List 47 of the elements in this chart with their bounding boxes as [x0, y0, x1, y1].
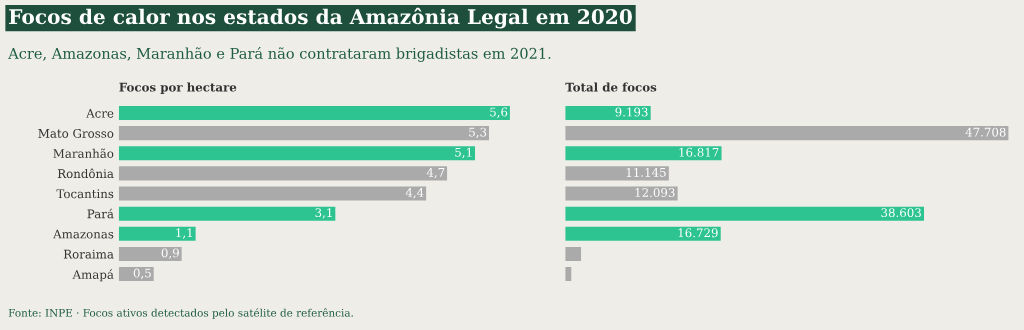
data-label: 16.729 — [678, 228, 718, 238]
bar — [118, 186, 427, 201]
data-label: 5,1 — [455, 147, 472, 159]
source-note: Fonte: INPE · Focos ativos detectados pelo satélite de referência. — [8, 308, 353, 319]
data-label: 1,1 — [176, 228, 192, 239]
data-label: 0,5 — [133, 268, 151, 279]
x-axis-title: Total de focos — [565, 82, 657, 92]
y-tick-label: Tocantins — [56, 189, 114, 199]
y-tick-label: Pará — [87, 208, 114, 219]
bar — [118, 267, 154, 282]
chart-title: Focos de calor nos estados da Amazônia Legal em 2020 — [9, 7, 632, 29]
y-tick-label: Amazonas — [53, 229, 114, 239]
bar — [118, 105, 510, 121]
data-label: 11.145 — [626, 167, 666, 177]
bar — [565, 246, 582, 261]
data-label: 4,7 — [426, 167, 445, 179]
data-label: 5,6 — [490, 107, 508, 118]
data-label: 38.603 — [881, 208, 921, 218]
y-tick-label: Mato Grosso — [38, 128, 114, 138]
y-tick-label: Roraima — [63, 249, 114, 259]
data-label: 12.093 — [635, 188, 675, 197]
bar — [565, 226, 721, 241]
y-tick-label: Acre — [86, 108, 114, 118]
y-tick-label: Maranhão — [53, 148, 114, 158]
chart-subtitle: Acre, Amazonas, Maranhão e Pará não contrataram brigadistas em 2021. — [8, 47, 551, 62]
x-axis-title: Focos por hectare — [119, 82, 237, 94]
y-tick-label: Amapá — [72, 269, 114, 282]
bar — [118, 206, 336, 221]
y-tick-label: Rondônia — [57, 168, 114, 179]
data-label: 16.817 — [679, 147, 719, 157]
bar — [118, 246, 182, 261]
bar — [565, 166, 669, 181]
bar — [565, 206, 925, 221]
data-label: 0,9 — [161, 248, 179, 259]
bar — [565, 146, 722, 161]
data-label: 4,4 — [405, 188, 424, 199]
bar — [118, 126, 489, 141]
bar — [565, 126, 1009, 141]
data-label: 47.708 — [965, 127, 1006, 137]
bar — [118, 146, 476, 161]
data-label: 9.193 — [615, 107, 648, 117]
data-label: 3,1 — [315, 208, 332, 219]
bar — [565, 105, 651, 121]
bar — [565, 186, 678, 201]
bar — [118, 226, 196, 241]
data-label: 5,3 — [469, 127, 487, 139]
bar — [118, 166, 448, 181]
